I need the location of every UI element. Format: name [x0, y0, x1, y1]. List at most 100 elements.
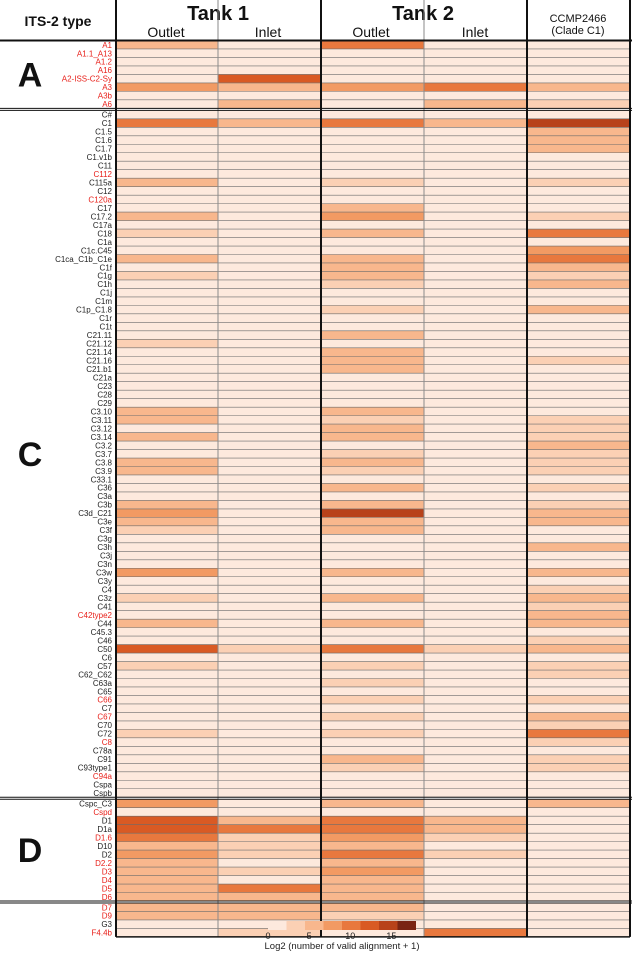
heatmap-cell [218, 415, 321, 425]
heatmap-cell [424, 559, 527, 569]
heatmap-cell [424, 322, 527, 331]
heatmap-cell [424, 661, 527, 671]
row-label: C21.16 [86, 357, 112, 366]
heatmap-cell [321, 296, 424, 306]
heatmap-cell [424, 695, 527, 704]
row-label: C3.11 [91, 416, 112, 425]
heatmap-cell [218, 534, 321, 543]
heatmap-cell [218, 356, 321, 365]
heatmap-cell [321, 525, 424, 535]
heatmap-cell [321, 118, 424, 128]
heatmap-cell [527, 619, 630, 628]
heatmap-cell [424, 254, 527, 263]
heatmap-cell [321, 568, 424, 577]
heatmap-cell [424, 161, 527, 170]
heatmap-cell [218, 585, 321, 594]
heatmap-cell [424, 347, 527, 357]
heatmap-cell [321, 670, 424, 679]
heatmap-cell [218, 508, 321, 518]
heatmap-cell [218, 152, 321, 162]
heatmap-cell [116, 458, 218, 467]
heatmap-cell [527, 576, 630, 586]
legend-tick-label: 0 [265, 931, 270, 941]
heatmap-cell [218, 763, 321, 772]
row-label: C1c.C45 [81, 246, 113, 255]
clade-label: C [18, 436, 43, 474]
row-label: C91 [97, 755, 112, 764]
heatmap-cell [218, 799, 321, 808]
heatmap-cell [218, 858, 321, 868]
row-label: D1.6 [95, 833, 112, 842]
heatmap-cell [218, 576, 321, 586]
heatmap-cell [116, 195, 218, 204]
row-label: C3.10 [91, 407, 113, 416]
heatmap-cell [116, 322, 218, 331]
heatmap-cell [218, 627, 321, 637]
heatmap-cell [527, 246, 630, 255]
heatmap-cell [424, 678, 527, 687]
heatmap-cell [116, 542, 218, 552]
heatmap-cell [116, 712, 218, 721]
heatmap-cell [527, 398, 630, 408]
heatmap-cell [116, 373, 218, 382]
heatmap-cell [218, 678, 321, 687]
heatmap-cell [424, 525, 527, 535]
row-label: Cspb [93, 789, 112, 798]
heatmap-cell [321, 186, 424, 196]
heatmap-cell [321, 807, 424, 817]
row-label: D1 [102, 816, 113, 825]
heatmap-cell [527, 850, 630, 859]
heatmap-cell [218, 602, 321, 611]
row-label: Cspd [93, 808, 112, 817]
heatmap-cell [116, 474, 218, 484]
heatmap-cell [218, 262, 321, 272]
heatmap-cell [424, 816, 527, 825]
heatmap-cell [321, 65, 424, 75]
heatmap-cell [218, 40, 321, 49]
heatmap-cell [218, 720, 321, 730]
heatmap-cell [116, 313, 218, 323]
heatmap-cell [218, 892, 321, 901]
heatmap-cell [527, 212, 630, 221]
heatmap-cell [116, 305, 218, 314]
row-label: C1r [99, 314, 112, 323]
row-label: C112 [93, 170, 112, 179]
heatmap-cell [116, 902, 218, 912]
heatmap-cell [321, 373, 424, 382]
heatmap-cell [321, 48, 424, 58]
row-label: C3.2 [95, 441, 112, 450]
heatmap-cell [527, 610, 630, 620]
its-type-header: ITS-2 type [25, 13, 92, 29]
heatmap-cell [116, 135, 218, 145]
heatmap-cell [321, 82, 424, 92]
heatmap-cell [527, 500, 630, 509]
row-label: C1.7 [95, 145, 112, 154]
row-label: C17 [97, 204, 112, 213]
heatmap-cell [321, 195, 424, 204]
heatmap-cell [424, 212, 527, 221]
heatmap-cell [218, 559, 321, 569]
row-label: C21.11 [87, 331, 113, 340]
heatmap-cell [218, 686, 321, 696]
heatmap-cell [424, 875, 527, 885]
heatmap-cell [321, 330, 424, 340]
heatmap-cell [424, 48, 527, 58]
heatmap-cell [321, 833, 424, 842]
heatmap-cell [321, 678, 424, 687]
heatmap-cell [527, 627, 630, 637]
legend-tick-label: 5 [307, 931, 312, 941]
heatmap-cell [527, 288, 630, 297]
heatmap-cell [424, 474, 527, 484]
heatmap-cell [218, 551, 321, 560]
heatmap-cell [424, 305, 527, 314]
heatmap-cell [527, 229, 630, 238]
heatmap-cell [218, 398, 321, 408]
heatmap-cell [321, 99, 424, 109]
heatmap-cell [527, 48, 630, 58]
heatmap-cell [527, 296, 630, 306]
heatmap-cell [527, 237, 630, 247]
heatmap-cell [527, 110, 630, 119]
heatmap-cell [218, 135, 321, 145]
heatmap-cell [218, 653, 321, 662]
heatmap-cell [116, 237, 218, 247]
